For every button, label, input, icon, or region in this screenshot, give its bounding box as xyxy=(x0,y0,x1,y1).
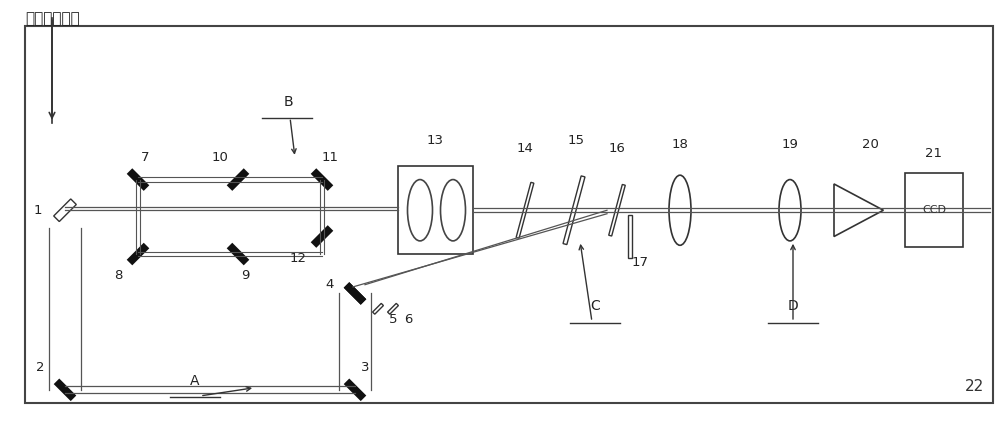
Text: 20: 20 xyxy=(862,138,878,151)
Text: 16: 16 xyxy=(609,142,625,155)
Text: 10: 10 xyxy=(212,151,228,164)
Text: 22: 22 xyxy=(965,379,985,394)
Polygon shape xyxy=(628,215,632,258)
Polygon shape xyxy=(834,184,883,237)
Text: 11: 11 xyxy=(322,151,338,164)
Text: C: C xyxy=(590,299,600,313)
Polygon shape xyxy=(311,168,333,191)
Polygon shape xyxy=(127,243,149,265)
Ellipse shape xyxy=(440,180,466,241)
Text: A: A xyxy=(190,374,200,388)
Polygon shape xyxy=(344,282,366,305)
Polygon shape xyxy=(54,199,76,222)
Polygon shape xyxy=(516,182,534,238)
Text: 19: 19 xyxy=(782,138,798,151)
Text: 1: 1 xyxy=(34,204,42,217)
Text: 13: 13 xyxy=(426,134,444,147)
Polygon shape xyxy=(54,378,76,401)
Text: CCD: CCD xyxy=(922,205,946,215)
Bar xyxy=(398,166,473,254)
Ellipse shape xyxy=(779,180,801,241)
Polygon shape xyxy=(127,168,149,191)
Text: 18: 18 xyxy=(672,138,688,151)
Polygon shape xyxy=(373,304,383,314)
Ellipse shape xyxy=(669,175,691,245)
Text: 2: 2 xyxy=(36,361,44,374)
Text: 6: 6 xyxy=(404,313,412,326)
Text: 5: 5 xyxy=(389,313,397,326)
Text: 4: 4 xyxy=(326,278,334,291)
Text: 15: 15 xyxy=(568,134,584,147)
Text: 超短激光脉冲: 超短激光脉冲 xyxy=(25,11,80,26)
Ellipse shape xyxy=(408,180,432,241)
Text: 9: 9 xyxy=(241,269,249,283)
Bar xyxy=(905,173,963,247)
Polygon shape xyxy=(344,378,366,401)
Text: 17: 17 xyxy=(632,256,648,269)
Text: 21: 21 xyxy=(926,147,942,160)
Text: D: D xyxy=(788,299,798,313)
Polygon shape xyxy=(388,304,398,314)
Polygon shape xyxy=(563,176,585,244)
Polygon shape xyxy=(344,282,366,305)
Text: 14: 14 xyxy=(517,142,533,155)
Text: 7: 7 xyxy=(141,151,149,164)
Polygon shape xyxy=(609,184,625,236)
Polygon shape xyxy=(227,168,249,191)
Polygon shape xyxy=(311,225,333,248)
Text: B: B xyxy=(283,95,293,110)
Bar xyxy=(25,26,993,403)
Text: 3: 3 xyxy=(361,361,369,374)
Text: 12: 12 xyxy=(290,252,306,265)
Polygon shape xyxy=(227,243,249,265)
Text: 8: 8 xyxy=(114,269,122,283)
